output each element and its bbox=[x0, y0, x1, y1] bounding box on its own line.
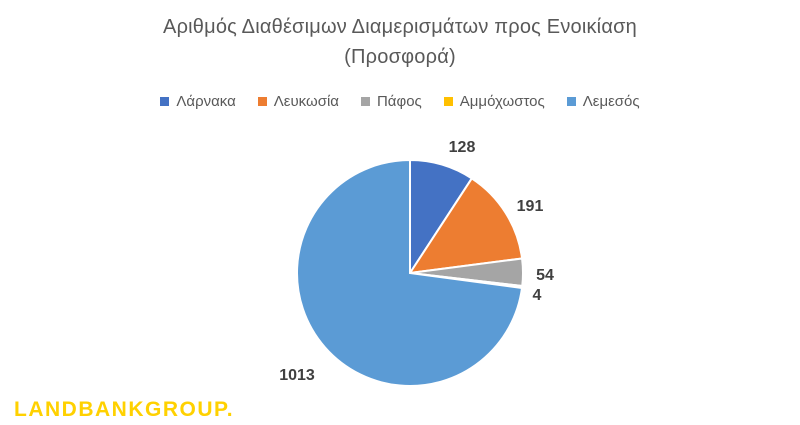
legend-item: Πάφος bbox=[360, 93, 422, 110]
data-label: 128 bbox=[449, 139, 476, 156]
data-label: 1013 bbox=[279, 367, 315, 384]
pie-slices bbox=[296, 158, 524, 387]
chart-subtitle: (Προσφορά) bbox=[344, 46, 456, 68]
legend-item: Λεμεσός bbox=[566, 93, 640, 110]
pie-slice-1 bbox=[407, 177, 524, 275]
legend-swatch bbox=[160, 97, 170, 106]
legend-label: Λάρνακα bbox=[176, 93, 236, 110]
legend-label: Αμμόχωστος bbox=[459, 93, 545, 110]
logo-dot: . bbox=[226, 398, 235, 421]
legend-label: Λεμεσός bbox=[582, 93, 640, 110]
legend-swatch bbox=[566, 97, 576, 106]
legend-item: Λάρνακα bbox=[160, 93, 236, 110]
landbank-logo: LANDBANKGROUP. bbox=[14, 398, 234, 422]
pie-slice-4 bbox=[296, 158, 524, 387]
data-label: 4 bbox=[533, 287, 542, 304]
logo-text: LANDBANKGROUP bbox=[14, 398, 227, 421]
legend-label: Πάφος bbox=[376, 93, 422, 110]
legend-swatch bbox=[443, 97, 453, 106]
data-label: 54 bbox=[536, 267, 554, 284]
legend-item: Αμμόχωστος bbox=[443, 93, 545, 110]
chart-legend: Λάρνακα Λευκωσία Πάφος Αμμόχωστος Λεμεσός bbox=[0, 93, 800, 110]
legend-item: Λευκωσία bbox=[257, 93, 339, 110]
pie-data-labels: 128 191 54 4 1013 bbox=[279, 139, 554, 384]
data-label: 191 bbox=[517, 198, 544, 215]
legend-swatch bbox=[360, 97, 370, 106]
legend-label: Λευκωσία bbox=[273, 93, 339, 110]
chart-title: Αριθμός Διαθέσιμων Διαμερισμάτων προς Εν… bbox=[163, 16, 637, 38]
legend-swatch bbox=[257, 97, 267, 106]
